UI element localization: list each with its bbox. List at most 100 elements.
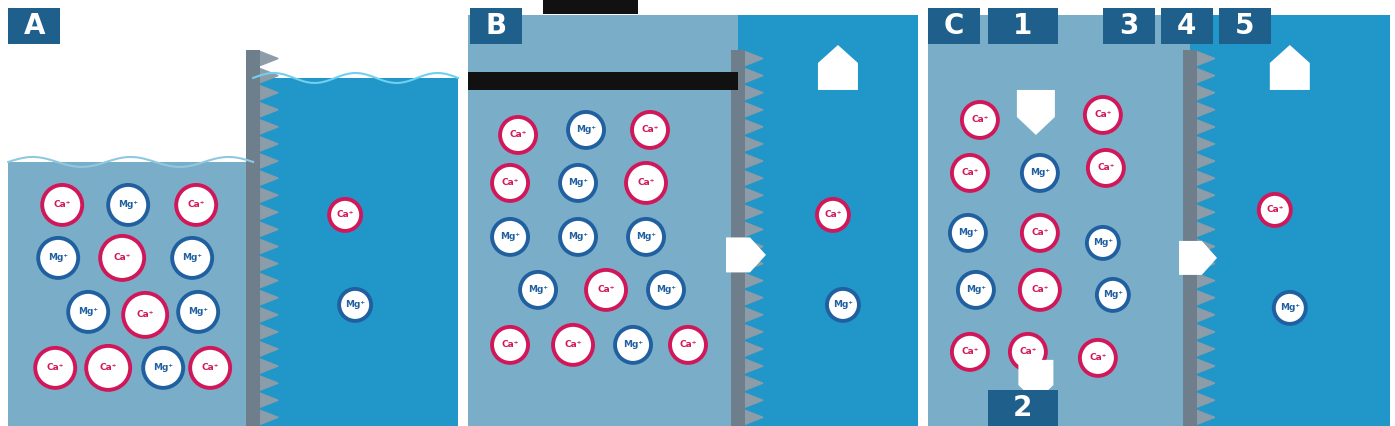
- Circle shape: [632, 112, 668, 148]
- Text: Ca⁺: Ca⁺: [971, 115, 989, 124]
- Polygon shape: [745, 359, 763, 373]
- Text: Ca⁺: Ca⁺: [113, 253, 131, 262]
- Text: Ca⁺: Ca⁺: [565, 340, 582, 349]
- Circle shape: [1258, 194, 1290, 226]
- Polygon shape: [1197, 256, 1215, 271]
- Text: Ca⁺: Ca⁺: [1031, 285, 1049, 294]
- Text: Ca⁺: Ca⁺: [1094, 110, 1112, 119]
- Polygon shape: [745, 376, 763, 390]
- Text: Mg⁺: Mg⁺: [965, 285, 986, 294]
- Text: Mg⁺: Mg⁺: [636, 233, 656, 242]
- Polygon shape: [1197, 325, 1215, 339]
- Circle shape: [339, 289, 371, 321]
- Polygon shape: [745, 273, 763, 288]
- Text: Ca⁺: Ca⁺: [679, 340, 696, 349]
- Circle shape: [123, 293, 167, 337]
- Bar: [988, 390, 1057, 426]
- Polygon shape: [259, 273, 278, 288]
- Circle shape: [649, 272, 684, 308]
- Text: Ca⁺: Ca⁺: [46, 363, 64, 372]
- Polygon shape: [745, 222, 763, 236]
- Text: Mg⁺: Mg⁺: [499, 233, 520, 242]
- Polygon shape: [1197, 205, 1215, 219]
- Circle shape: [1023, 215, 1057, 251]
- Polygon shape: [1017, 90, 1055, 135]
- Bar: [928, 8, 979, 44]
- Polygon shape: [259, 410, 278, 424]
- Text: Mg⁺: Mg⁺: [958, 228, 978, 237]
- Polygon shape: [745, 393, 763, 407]
- Circle shape: [1020, 270, 1060, 310]
- Polygon shape: [259, 52, 278, 66]
- Circle shape: [552, 325, 593, 365]
- Circle shape: [586, 270, 626, 310]
- Polygon shape: [1197, 154, 1215, 168]
- Text: Mg⁺: Mg⁺: [119, 200, 138, 210]
- Circle shape: [568, 112, 604, 148]
- Circle shape: [492, 165, 529, 201]
- Bar: [0, 0, 425, 426]
- Polygon shape: [1197, 69, 1215, 83]
- Polygon shape: [725, 237, 766, 272]
- Polygon shape: [745, 120, 763, 134]
- Circle shape: [179, 292, 218, 332]
- Polygon shape: [259, 86, 278, 100]
- Text: Ca⁺: Ca⁺: [961, 168, 979, 178]
- Text: 5: 5: [1235, 12, 1254, 40]
- Polygon shape: [1197, 291, 1215, 305]
- Polygon shape: [1269, 45, 1310, 90]
- Text: Ca⁺: Ca⁺: [187, 200, 205, 210]
- Polygon shape: [259, 376, 278, 390]
- Text: Mg⁺: Mg⁺: [345, 300, 365, 309]
- Bar: [731, 50, 745, 426]
- Polygon shape: [745, 291, 763, 305]
- Circle shape: [1088, 150, 1124, 186]
- Circle shape: [958, 272, 993, 308]
- Circle shape: [68, 292, 109, 332]
- Circle shape: [670, 327, 706, 363]
- Text: 1: 1: [1013, 12, 1032, 40]
- Text: Ca⁺: Ca⁺: [53, 200, 71, 210]
- Text: Ca⁺: Ca⁺: [99, 363, 117, 372]
- Polygon shape: [1197, 376, 1215, 390]
- Circle shape: [827, 289, 859, 321]
- Text: Mg⁺: Mg⁺: [1103, 291, 1123, 299]
- Bar: [1219, 8, 1271, 44]
- Polygon shape: [1197, 222, 1215, 236]
- Text: Mg⁺: Mg⁺: [1030, 168, 1050, 178]
- Circle shape: [626, 163, 665, 203]
- Polygon shape: [745, 256, 763, 271]
- Circle shape: [172, 238, 212, 278]
- Polygon shape: [259, 325, 278, 339]
- Bar: [469, 72, 738, 90]
- Text: Ca⁺: Ca⁺: [1089, 354, 1106, 363]
- Polygon shape: [259, 171, 278, 185]
- Polygon shape: [1197, 273, 1215, 288]
- Polygon shape: [259, 154, 278, 168]
- Circle shape: [42, 185, 82, 225]
- Polygon shape: [745, 69, 763, 83]
- Circle shape: [817, 199, 850, 231]
- Circle shape: [950, 215, 986, 251]
- Text: C: C: [944, 12, 964, 40]
- Polygon shape: [259, 103, 278, 117]
- Polygon shape: [745, 239, 763, 253]
- Polygon shape: [745, 86, 763, 100]
- Text: A: A: [24, 12, 45, 40]
- Polygon shape: [259, 120, 278, 134]
- Text: Ca⁺: Ca⁺: [642, 126, 658, 135]
- Bar: [1103, 8, 1155, 44]
- Circle shape: [190, 348, 230, 388]
- Polygon shape: [259, 308, 278, 322]
- Bar: [543, 0, 638, 14]
- Circle shape: [492, 327, 529, 363]
- Bar: [928, 15, 1190, 426]
- Polygon shape: [259, 69, 278, 83]
- Text: Ca⁺: Ca⁺: [1020, 347, 1036, 357]
- Text: Ca⁺: Ca⁺: [1267, 205, 1283, 214]
- Polygon shape: [259, 222, 278, 236]
- Text: Ca⁺: Ca⁺: [1031, 228, 1049, 237]
- Text: Mg⁺: Mg⁺: [529, 285, 548, 294]
- Polygon shape: [745, 171, 763, 185]
- Circle shape: [144, 348, 183, 388]
